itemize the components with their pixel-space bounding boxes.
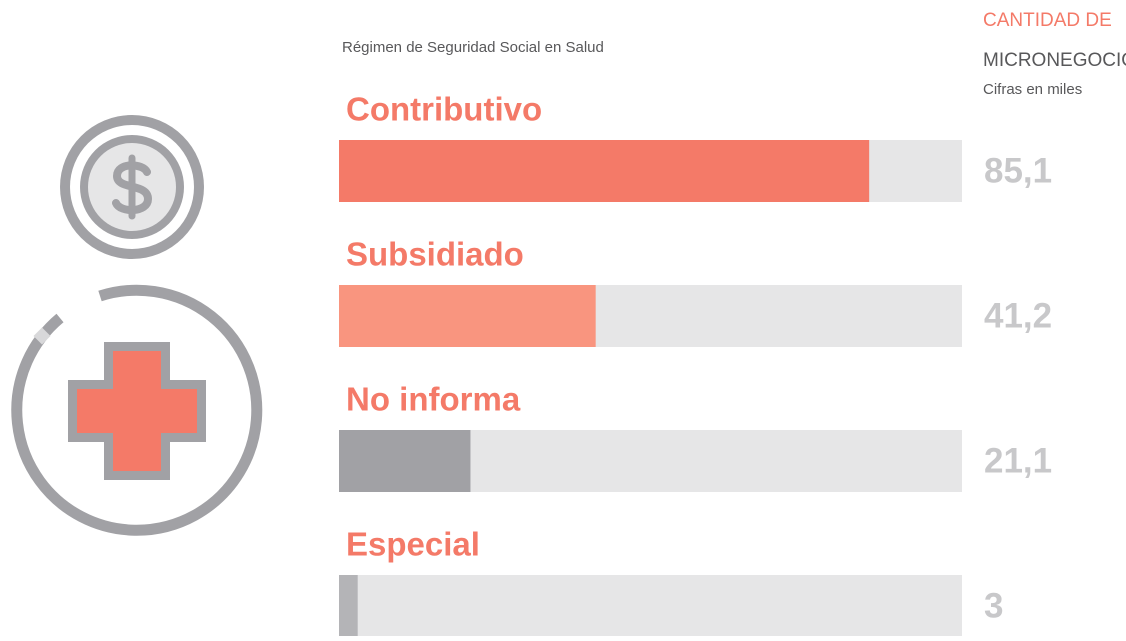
value-label: 85,1 — [984, 151, 1052, 190]
value-header: MICRONEGOCIOS — [983, 50, 1126, 71]
value-header: CANTIDAD DE — [983, 10, 1112, 31]
bar — [339, 430, 471, 492]
value-label: 21,1 — [984, 441, 1052, 480]
health-icon — [11, 284, 263, 536]
category-label: Contributivo — [346, 91, 542, 128]
category-label: Subsidiado — [346, 236, 524, 273]
bar — [339, 575, 358, 637]
coin-icon — [60, 115, 204, 259]
category-label: Especial — [346, 526, 480, 563]
bar-track — [339, 575, 962, 637]
category-label: No informa — [346, 381, 521, 418]
value-label: 41,2 — [984, 296, 1052, 335]
chart-title: Régimen de Seguridad Social en Salud — [342, 39, 604, 56]
value-label: 3 — [984, 586, 1003, 625]
bar — [339, 140, 870, 202]
note: Cifras en miles — [983, 81, 1082, 98]
bar — [339, 285, 596, 347]
